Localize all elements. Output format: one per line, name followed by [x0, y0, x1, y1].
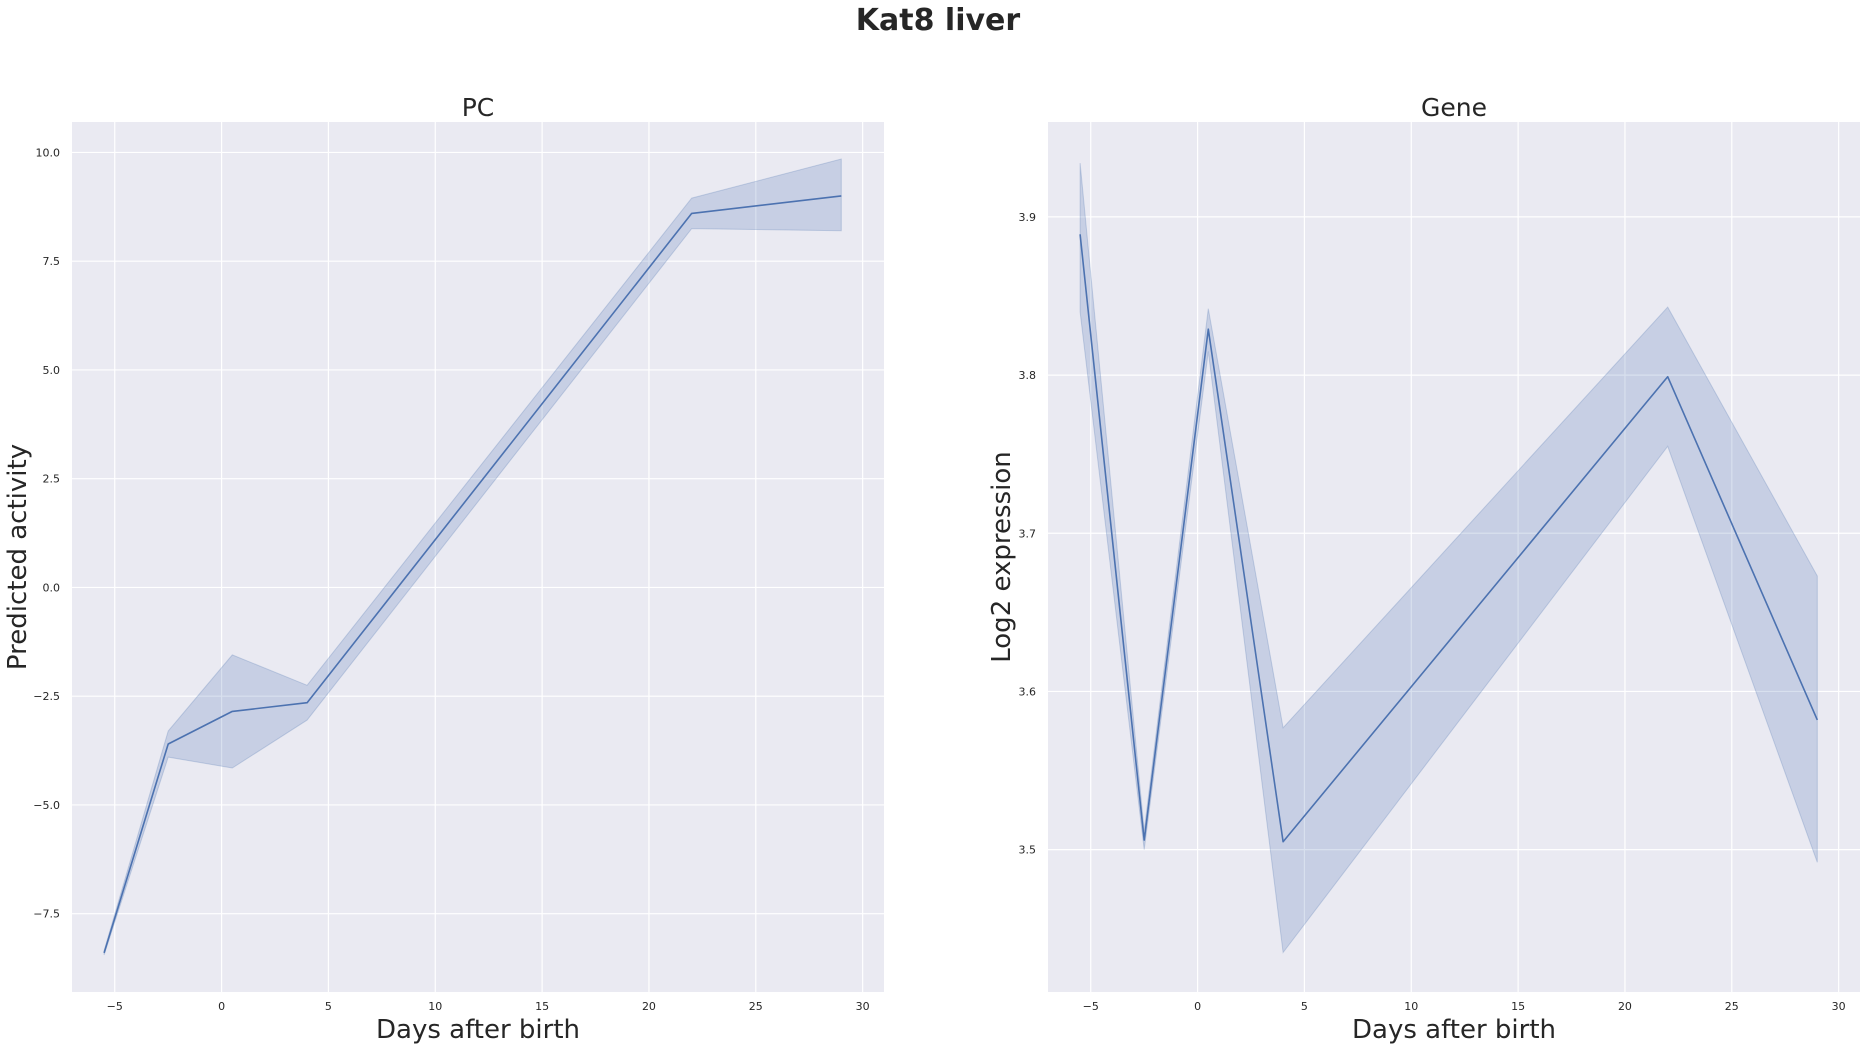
gene-x-tick-label: 10 [1404, 1000, 1418, 1013]
gene-x-tick-label: 0 [1194, 1000, 1201, 1013]
figure-title: Kat8 liver [856, 3, 1021, 38]
gene-confidence-band [1079, 163, 1818, 954]
gene-y-tick-label: 3.9 [1019, 211, 1037, 224]
gene-title: Gene [1421, 93, 1487, 122]
pc-x-tick-label: 25 [749, 1000, 763, 1013]
pc-x-tick-label: 15 [535, 1000, 549, 1013]
pc-panel: −5 0 5 10 15 20 25 30 −7.5 −5.0 −2.5 0.0 2.5 5.0 7.5 1… [3, 93, 884, 1045]
pc-confidence-band [103, 158, 842, 956]
gene-x-tick-label: 15 [1511, 1000, 1525, 1013]
pc-x-tick-label: 10 [428, 1000, 442, 1013]
pc-y-tick-label: −2.5 [33, 690, 60, 703]
pc-y-axis-label: Predicted activity [3, 444, 33, 670]
gene-x-tick-labels: −5 0 5 10 15 20 25 30 [1083, 1000, 1846, 1013]
pc-x-tick-label: 20 [642, 1000, 656, 1013]
pc-y-tick-label: 2.5 [43, 473, 61, 486]
pc-x-tick-label: 0 [218, 1000, 225, 1013]
gene-y-tick-label: 3.5 [1019, 844, 1037, 857]
gene-x-tick-label: 5 [1301, 1000, 1308, 1013]
pc-y-tick-label: 10.0 [36, 146, 61, 159]
gene-x-tick-label: −5 [1083, 1000, 1099, 1013]
gene-y-tick-label: 3.8 [1019, 369, 1037, 382]
gene-y-axis-label: Log2 expression [987, 451, 1017, 663]
gene-y-tick-label: 3.6 [1019, 685, 1037, 698]
pc-y-tick-label: 5.0 [43, 364, 61, 377]
gene-gridlines [1048, 122, 1860, 992]
gene-x-tick-label: 25 [1725, 1000, 1739, 1013]
pc-y-tick-labels: −7.5 −5.0 −2.5 0.0 2.5 5.0 7.5 10.0 [33, 146, 60, 920]
pc-y-tick-label: −5.0 [33, 799, 60, 812]
pc-x-tick-label: −5 [107, 1000, 123, 1013]
gene-x-tick-label: 20 [1618, 1000, 1632, 1013]
pc-y-tick-label: 0.0 [43, 581, 61, 594]
gene-y-tick-labels: 3.5 3.6 3.7 3.8 3.9 [1019, 211, 1037, 857]
gene-x-axis-label: Days after birth [1352, 1015, 1556, 1045]
gene-series-line [1079, 234, 1819, 843]
pc-y-tick-label: −7.5 [33, 908, 60, 921]
pc-title: PC [462, 93, 495, 122]
pc-x-tick-label: 5 [325, 1000, 332, 1013]
pc-x-tick-labels: −5 0 5 10 15 20 25 30 [107, 1000, 870, 1013]
pc-x-tick-label: 30 [856, 1000, 870, 1013]
pc-x-axis-label: Days after birth [376, 1015, 580, 1045]
pc-y-tick-label: 7.5 [43, 255, 61, 268]
pc-series-line [103, 195, 842, 954]
gene-y-tick-label: 3.7 [1019, 527, 1037, 540]
pc-plot-area [72, 122, 884, 992]
gene-panel: −5 0 5 10 15 20 25 30 3.5 3.6 3.7 3.8 3.9 Gene Days… [987, 93, 1860, 1045]
gene-x-tick-label: 30 [1832, 1000, 1846, 1013]
gene-plot-area [1048, 122, 1860, 992]
